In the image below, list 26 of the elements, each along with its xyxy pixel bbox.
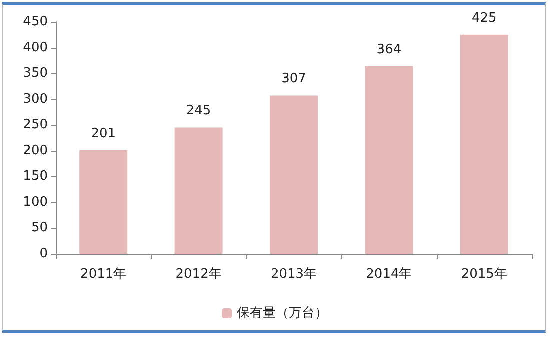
bar bbox=[80, 150, 128, 254]
x-tick-label: 2011年 bbox=[80, 267, 127, 282]
y-tick-label: 150 bbox=[23, 169, 48, 184]
legend-label: 保有量（万台） bbox=[237, 306, 328, 321]
data-label: 201 bbox=[91, 126, 116, 142]
y-tick-label: 450 bbox=[23, 14, 48, 30]
x-tick-label: 2015年 bbox=[461, 267, 508, 282]
data-label: 425 bbox=[472, 10, 497, 26]
y-tick-label: 100 bbox=[23, 194, 48, 210]
data-label: 307 bbox=[282, 72, 306, 87]
data-label: 364 bbox=[376, 42, 402, 58]
y-tick-label: 300 bbox=[23, 92, 48, 107]
y-tick-label: 350 bbox=[23, 66, 48, 82]
x-tick-label: 2012年 bbox=[176, 267, 222, 282]
y-tick-label: 200 bbox=[23, 143, 48, 158]
x-tick-label: 2014年 bbox=[366, 267, 412, 282]
y-tick-label: 50 bbox=[31, 220, 48, 236]
bar bbox=[460, 34, 508, 254]
bar bbox=[365, 66, 414, 254]
y-tick-label: 250 bbox=[23, 118, 48, 133]
y-tick-label: 0 bbox=[40, 246, 48, 262]
data-label: 245 bbox=[186, 104, 212, 119]
bar bbox=[270, 96, 318, 254]
bar bbox=[174, 128, 223, 254]
x-tick-label: 2013年 bbox=[270, 267, 318, 282]
y-tick-label: 400 bbox=[23, 40, 48, 56]
